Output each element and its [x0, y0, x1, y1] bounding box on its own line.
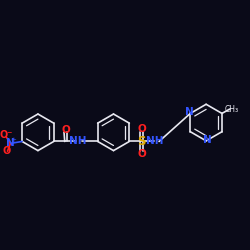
Text: O: O	[61, 125, 70, 135]
Text: S: S	[137, 135, 146, 148]
Text: CH₃: CH₃	[225, 104, 239, 114]
Text: O: O	[137, 124, 146, 134]
Text: N: N	[186, 107, 194, 117]
Text: NH: NH	[146, 136, 164, 146]
Text: N: N	[6, 138, 15, 148]
Text: O: O	[137, 149, 146, 159]
Text: O: O	[2, 146, 10, 156]
Text: NH: NH	[69, 136, 86, 146]
Text: N: N	[203, 135, 212, 145]
Text: O⁻: O⁻	[0, 130, 13, 140]
Text: +: +	[10, 137, 16, 143]
